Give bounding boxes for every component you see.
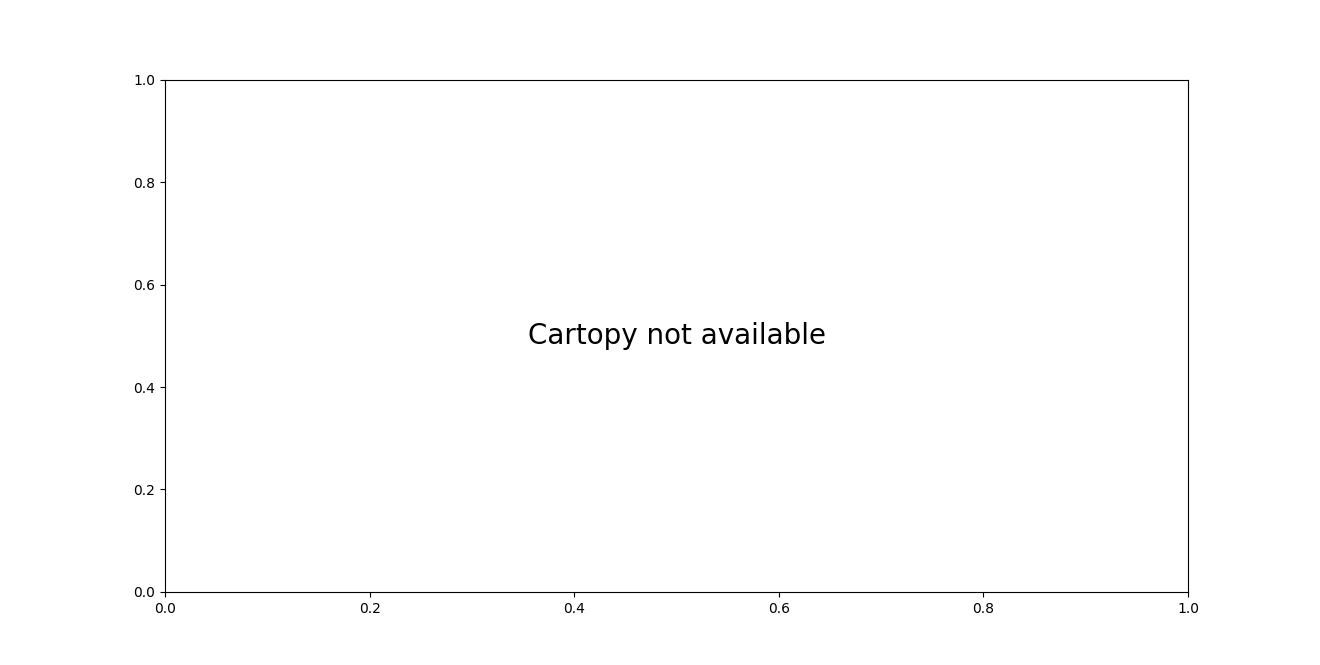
Text: Cartopy not available: Cartopy not available (528, 322, 825, 350)
